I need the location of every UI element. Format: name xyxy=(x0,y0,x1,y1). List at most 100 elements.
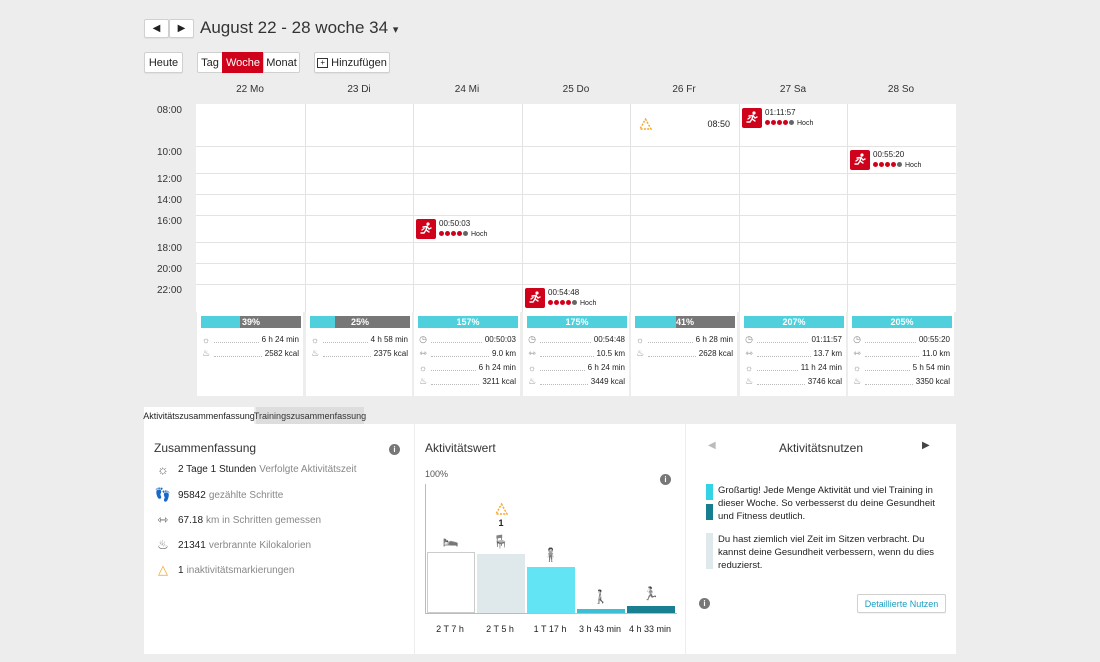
daily-stat-value: 6 h 24 min xyxy=(587,363,625,372)
daily-summary[interactable]: 157% ◷ 00:50:03 ⇿ 9.0 km ☼ 6 h 24 min ♨ 3211 kca… xyxy=(414,312,520,396)
daily-stat-value: 5 h 54 min xyxy=(912,363,950,372)
duration-icon: ◷ xyxy=(745,334,753,344)
running-icon xyxy=(416,219,436,239)
daily-stat-value: 6 h 24 min xyxy=(261,335,299,344)
activity-time-icon: ☼ xyxy=(418,362,428,373)
daily-goal-fill xyxy=(201,316,240,328)
training-session[interactable]: 00:54:48 Hoch xyxy=(525,288,596,309)
today-button[interactable]: Heute xyxy=(144,52,183,73)
period-title-text: August 22 - 28 woche 34 xyxy=(200,18,389,37)
grid-line xyxy=(630,104,631,312)
daily-summary[interactable]: 41% ☼ 6 h 28 min ♨ 2628 kcal xyxy=(631,312,737,396)
benefit-color-bar xyxy=(706,484,713,500)
activity-time-icon: ☼ xyxy=(744,362,754,373)
walking-icon: 🚶 xyxy=(592,589,610,604)
intensity-dot xyxy=(560,300,565,306)
daily-summary[interactable]: 207% ◷ 01:11:57 ⇿ 13.7 km ☼ 11 h 24 min ♨ 3746 k… xyxy=(740,312,846,396)
tab-month[interactable]: Monat xyxy=(263,52,300,73)
training-session[interactable]: 00:50:03 Hoch xyxy=(416,219,487,240)
daily-stat-row: ♨ 3746 kcal xyxy=(744,375,842,388)
benefit-message-text: Du hast ziemlich viel Zeit im Sitzen ver… xyxy=(718,534,934,571)
daily-stat-value: 4 h 58 min xyxy=(370,335,408,344)
daily-stat-row: ♨ 2582 kcal xyxy=(201,347,299,360)
daily-goal-bar: 207% xyxy=(744,316,844,328)
daily-goal-bar: 205% xyxy=(852,316,952,328)
benefit-color-bar xyxy=(706,504,713,520)
duration-icon: ◷ xyxy=(853,334,861,344)
info-icon[interactable]: i xyxy=(699,598,710,609)
daily-goal-percent: 25% xyxy=(350,317,369,327)
next-period-button[interactable]: ▶ xyxy=(169,19,194,38)
daily-summary[interactable]: 25% ☼ 4 h 58 min ♨ 2375 kcal xyxy=(306,312,412,396)
sitting-icon: 🪑 xyxy=(492,534,510,549)
daily-stat-row: ♨ 2628 kcal xyxy=(635,347,733,360)
daily-goal-fill xyxy=(744,316,844,328)
day-header[interactable]: 25 Do xyxy=(562,84,590,95)
training-session[interactable]: 01:11:57 Hoch xyxy=(742,108,813,129)
benefit-prev-button[interactable]: ◀ xyxy=(708,440,716,451)
daily-goal-fill xyxy=(527,316,627,328)
benefit-message-text: Großartig! Jede Menge Aktivität und viel… xyxy=(718,485,935,522)
running-icon xyxy=(525,288,545,308)
calories-icon: ♨ xyxy=(852,376,862,386)
benefit-panel: ◀ Aktivitätsnutzen ▶ Großartig! Jede Men… xyxy=(686,424,956,654)
daily-goal-fill xyxy=(635,316,676,328)
calories-icon: ♨ xyxy=(310,348,320,358)
day-header[interactable]: 22 Mo xyxy=(236,84,264,95)
intensity-dot xyxy=(457,231,462,237)
activity-time-icon: ☼ xyxy=(310,334,320,345)
calories-icon: ♨ xyxy=(201,348,211,358)
day-header[interactable]: 28 So xyxy=(887,84,915,95)
daily-summary[interactable]: 205% ◷ 00:55:20 ⇿ 11.0 km ☼ 5 h 54 min ♨ 3350 kc… xyxy=(848,312,954,396)
running-icon: 🏃 xyxy=(642,586,660,601)
daily-stat-row: ◷ 00:54:48 xyxy=(527,333,625,346)
day-header[interactable]: 23 Di xyxy=(347,84,371,95)
tab-day[interactable]: Tag xyxy=(197,52,223,73)
daily-goal-fill xyxy=(852,316,952,328)
grid-line xyxy=(196,146,956,147)
benefit-color-bar xyxy=(706,533,713,569)
calories-icon: ♨ xyxy=(744,376,754,386)
summary-item: ☼ 2 Tage 1 Stunden Verfolgte Aktivitätszei… xyxy=(154,462,356,477)
tab-week[interactable]: Woche xyxy=(222,52,264,73)
inactivity-icon: △ xyxy=(158,562,168,577)
summary-value: 95842 xyxy=(178,489,206,501)
info-icon[interactable]: i xyxy=(660,474,671,485)
calories-icon: ♨ xyxy=(635,348,645,358)
daily-summary[interactable]: 175% ◷ 00:54:48 ⇿ 10.5 km ☼ 6 h 24 min ♨ 3449 kc… xyxy=(523,312,629,396)
day-header[interactable]: 27 Sa xyxy=(779,84,807,95)
benefit-next-button[interactable]: ▶ xyxy=(922,440,930,451)
session-duration: 00:54:48 xyxy=(548,288,580,297)
detailed-benefits-button[interactable]: Detaillierte Nutzen xyxy=(857,594,946,613)
day-header[interactable]: 26 Fr xyxy=(672,84,696,95)
daily-stat-value: 13.7 km xyxy=(813,349,842,358)
tab-activity-summary[interactable]: Aktivitätszusammenfassung xyxy=(143,407,255,424)
duration-icon: ◷ xyxy=(528,334,536,344)
time-label: 10:00 xyxy=(156,147,182,158)
day-header[interactable]: 24 Mi xyxy=(454,84,480,95)
tab-training-summary[interactable]: Trainingszusammenfassung xyxy=(254,407,366,424)
daily-stat-row: ☼ 5 h 54 min xyxy=(852,361,950,374)
prev-period-button[interactable]: ◀ xyxy=(144,19,169,38)
grid-line xyxy=(196,284,956,285)
lying-icon: 🛌 xyxy=(442,532,460,547)
daily-stat-row: ☼ 6 h 28 min xyxy=(635,333,733,346)
grid-line xyxy=(196,194,956,195)
intensity-dot xyxy=(548,300,553,306)
session-duration: 00:50:03 xyxy=(439,219,471,228)
period-title[interactable]: August 22 - 28 woche 34 ▾ xyxy=(200,18,398,38)
time-label: 08:00 xyxy=(156,105,182,116)
training-session[interactable]: 00:55:20 Hoch xyxy=(850,150,921,171)
time-label: 16:00 xyxy=(156,216,182,227)
inactivity-time: 08:50 xyxy=(707,119,730,129)
daily-summary[interactable]: 39% ☼ 6 h 24 min ♨ 2582 kcal xyxy=(197,312,303,396)
add-button[interactable]: + Hinzufügen xyxy=(314,52,390,73)
info-icon[interactable]: i xyxy=(389,444,400,455)
activity-level-time: 2 T 7 h xyxy=(436,624,464,634)
inactivity-marker[interactable]: 08:50 xyxy=(639,118,734,130)
distance-icon: ⇿ xyxy=(419,348,427,358)
inactivity-count: 1 xyxy=(498,518,504,528)
activity-value-panel: Aktivitätswert 100% i 🛌 🪑 🧍 🚶 🏃 1 2 T 7 h 2 T … xyxy=(415,424,685,654)
activity-time-icon: ☼ xyxy=(852,362,862,373)
grid-line xyxy=(196,242,956,243)
